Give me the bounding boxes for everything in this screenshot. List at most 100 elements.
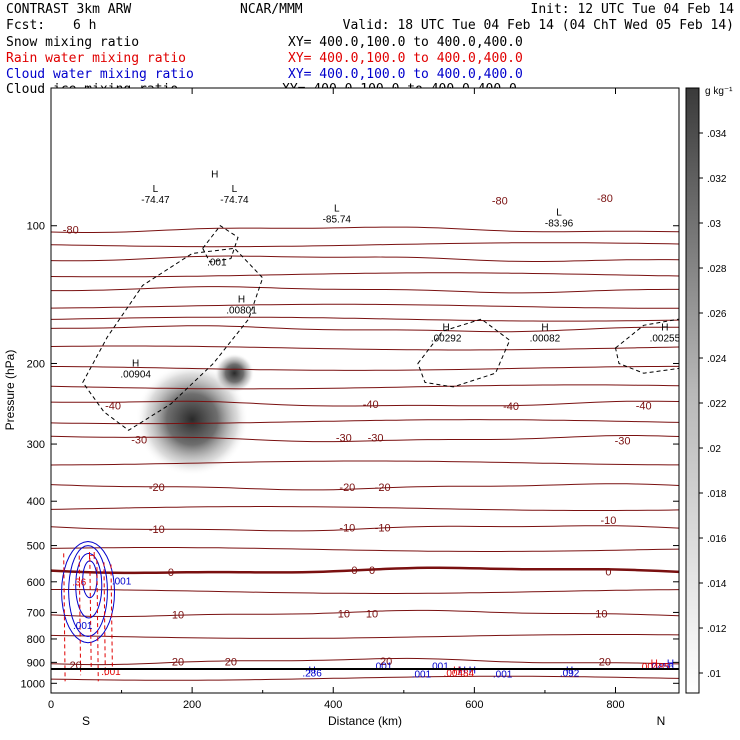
x-tick-label: 600 xyxy=(465,699,483,711)
isotherm-label: -30 xyxy=(368,432,384,444)
isotherm-line xyxy=(51,419,679,425)
isotherm-line xyxy=(51,589,679,594)
cloud-water-label: H H xyxy=(459,666,476,677)
isotherm-label: -10 xyxy=(375,523,391,535)
rain-contour xyxy=(89,557,92,669)
snow-shading xyxy=(135,353,255,476)
cloud-water-label: .001 xyxy=(493,670,513,681)
isotherm-label: 0 xyxy=(605,566,611,578)
extremum-value: .00255 xyxy=(650,334,681,345)
contour-labels: -80 -80 -80 -40 -40 -40 -40 -30 -30 -30 -30 -20 -20 -… xyxy=(63,169,681,681)
colorbar-tick-label: .014 xyxy=(707,579,727,590)
y-tick-label: 100 xyxy=(27,221,45,233)
x-tick-label: 0 xyxy=(48,699,54,711)
isotherm-label: -30 xyxy=(131,434,147,446)
extremum-marker: L xyxy=(334,204,340,215)
title-left: CONTRAST 3km ARW xyxy=(6,2,131,17)
isotherm-line xyxy=(51,566,679,575)
colorbar-tick-label: .026 xyxy=(707,309,727,320)
cloud-water-label: .0456 xyxy=(649,662,674,673)
colorbar-tick-label: .024 xyxy=(707,354,727,365)
cloud-ice-contour xyxy=(417,318,511,388)
colorbar-tick-label: .01 xyxy=(707,669,721,680)
cloud-water-label: .001 xyxy=(112,576,132,587)
cloud-ice-contour xyxy=(614,318,679,374)
cloud-ice-label: .001 xyxy=(207,257,227,268)
isotherm-line xyxy=(51,547,679,552)
y-axis-title: Pressure (hPa) xyxy=(3,350,17,431)
colorbar-gradient xyxy=(685,87,700,694)
snow-shade-lobe xyxy=(214,353,255,393)
isotherm-line xyxy=(51,242,679,248)
isotherm-label: 20 xyxy=(225,656,237,668)
y-tick-label: 500 xyxy=(27,541,45,553)
rain-label: .001 xyxy=(101,667,121,678)
isotherm-line xyxy=(51,634,679,639)
isotherm-label: -40 xyxy=(363,399,379,411)
isotherm-line xyxy=(51,657,679,666)
isotherm-label: -30 xyxy=(336,432,352,444)
legend-xy-snow: XY= 400.0,100.0 to 400.0,400.0 xyxy=(288,35,523,50)
isotherm-label: 20 xyxy=(599,657,611,669)
extremum-value: -74.74 xyxy=(220,195,249,206)
colorbar-tick-label: .016 xyxy=(707,534,727,545)
isotherm-label: -10 xyxy=(339,523,355,535)
init-time: Init: 12 UTC Tue 04 Feb 14 xyxy=(531,2,735,17)
fcst-label: Fcst: xyxy=(6,18,45,33)
isotherm-line xyxy=(51,226,679,233)
colorbar-tick-label: .018 xyxy=(707,489,727,500)
rain-contour xyxy=(103,562,106,676)
legend-label-cloud-water: Cloud water mixing ratio xyxy=(6,67,194,82)
cloud-water-label: .001 xyxy=(373,662,393,673)
isotherm-label: 10 xyxy=(172,610,184,622)
extremum-value: .00292 xyxy=(431,334,462,345)
axes: 0 200 400 600 800100200300400500600700800900… xyxy=(21,88,679,711)
y-tick-label: 700 xyxy=(27,607,45,619)
colorbar-tick-label: .034 xyxy=(707,129,727,140)
legend-label-snow: Snow mixing ratio xyxy=(6,35,139,50)
rain-contour xyxy=(78,555,82,676)
extremum-marker: H xyxy=(443,323,450,334)
isotherm-label: 10 xyxy=(366,608,378,620)
cloud-water-contour xyxy=(61,540,116,644)
snow-shade-core xyxy=(135,362,249,476)
extremum-marker: H xyxy=(211,169,218,180)
cloud-water-label: H xyxy=(566,666,573,677)
isotherm-label: 20 xyxy=(380,656,392,668)
isotherm-line xyxy=(51,303,679,309)
isotherm-label: 10 xyxy=(338,608,350,620)
colorbar-tick-label: .028 xyxy=(707,264,727,275)
extremum-value: -85.74 xyxy=(323,215,352,226)
cloud-ice-contour xyxy=(82,247,264,431)
extremum-marker: H xyxy=(541,323,548,334)
isotherm-label: 10 xyxy=(595,609,607,621)
cloud-ice-contours xyxy=(82,225,679,431)
plot-frame xyxy=(50,87,680,694)
isotherm-label: 0 xyxy=(351,565,357,577)
cloud-water-contour xyxy=(75,552,103,619)
extremum-value: .00904 xyxy=(120,369,151,380)
colorbar-tick-label: .032 xyxy=(707,174,727,185)
cloud-water-label: H xyxy=(308,666,315,677)
colorbar-tick-label: .012 xyxy=(707,624,727,635)
cloud-water-contour xyxy=(82,560,98,599)
cloud-ice-contour xyxy=(202,225,239,263)
extremum-marker: L xyxy=(232,184,238,195)
isotherm-label: 0 xyxy=(168,567,174,579)
extremum-value: .00801 xyxy=(226,305,257,316)
cloud-water-label: .001 xyxy=(73,621,93,632)
y-tick-label: 600 xyxy=(27,577,45,589)
extremum-marker: L xyxy=(153,184,159,195)
isotherm-label: -20 xyxy=(339,482,355,494)
isotherm-line xyxy=(51,525,679,532)
isotherm-label: -10 xyxy=(600,515,616,527)
isotherm-line xyxy=(51,384,679,390)
isotherm-line xyxy=(51,506,679,511)
extremum-marker: L xyxy=(556,208,562,219)
end-label-left: S xyxy=(82,714,90,728)
y-tick-label: 900 xyxy=(27,657,45,669)
colorbar-tick-label: .03 xyxy=(707,219,721,230)
y-tick-label: 800 xyxy=(27,634,45,646)
isotherm-label: -40 xyxy=(105,400,121,412)
y-tick-label: 300 xyxy=(27,439,45,451)
